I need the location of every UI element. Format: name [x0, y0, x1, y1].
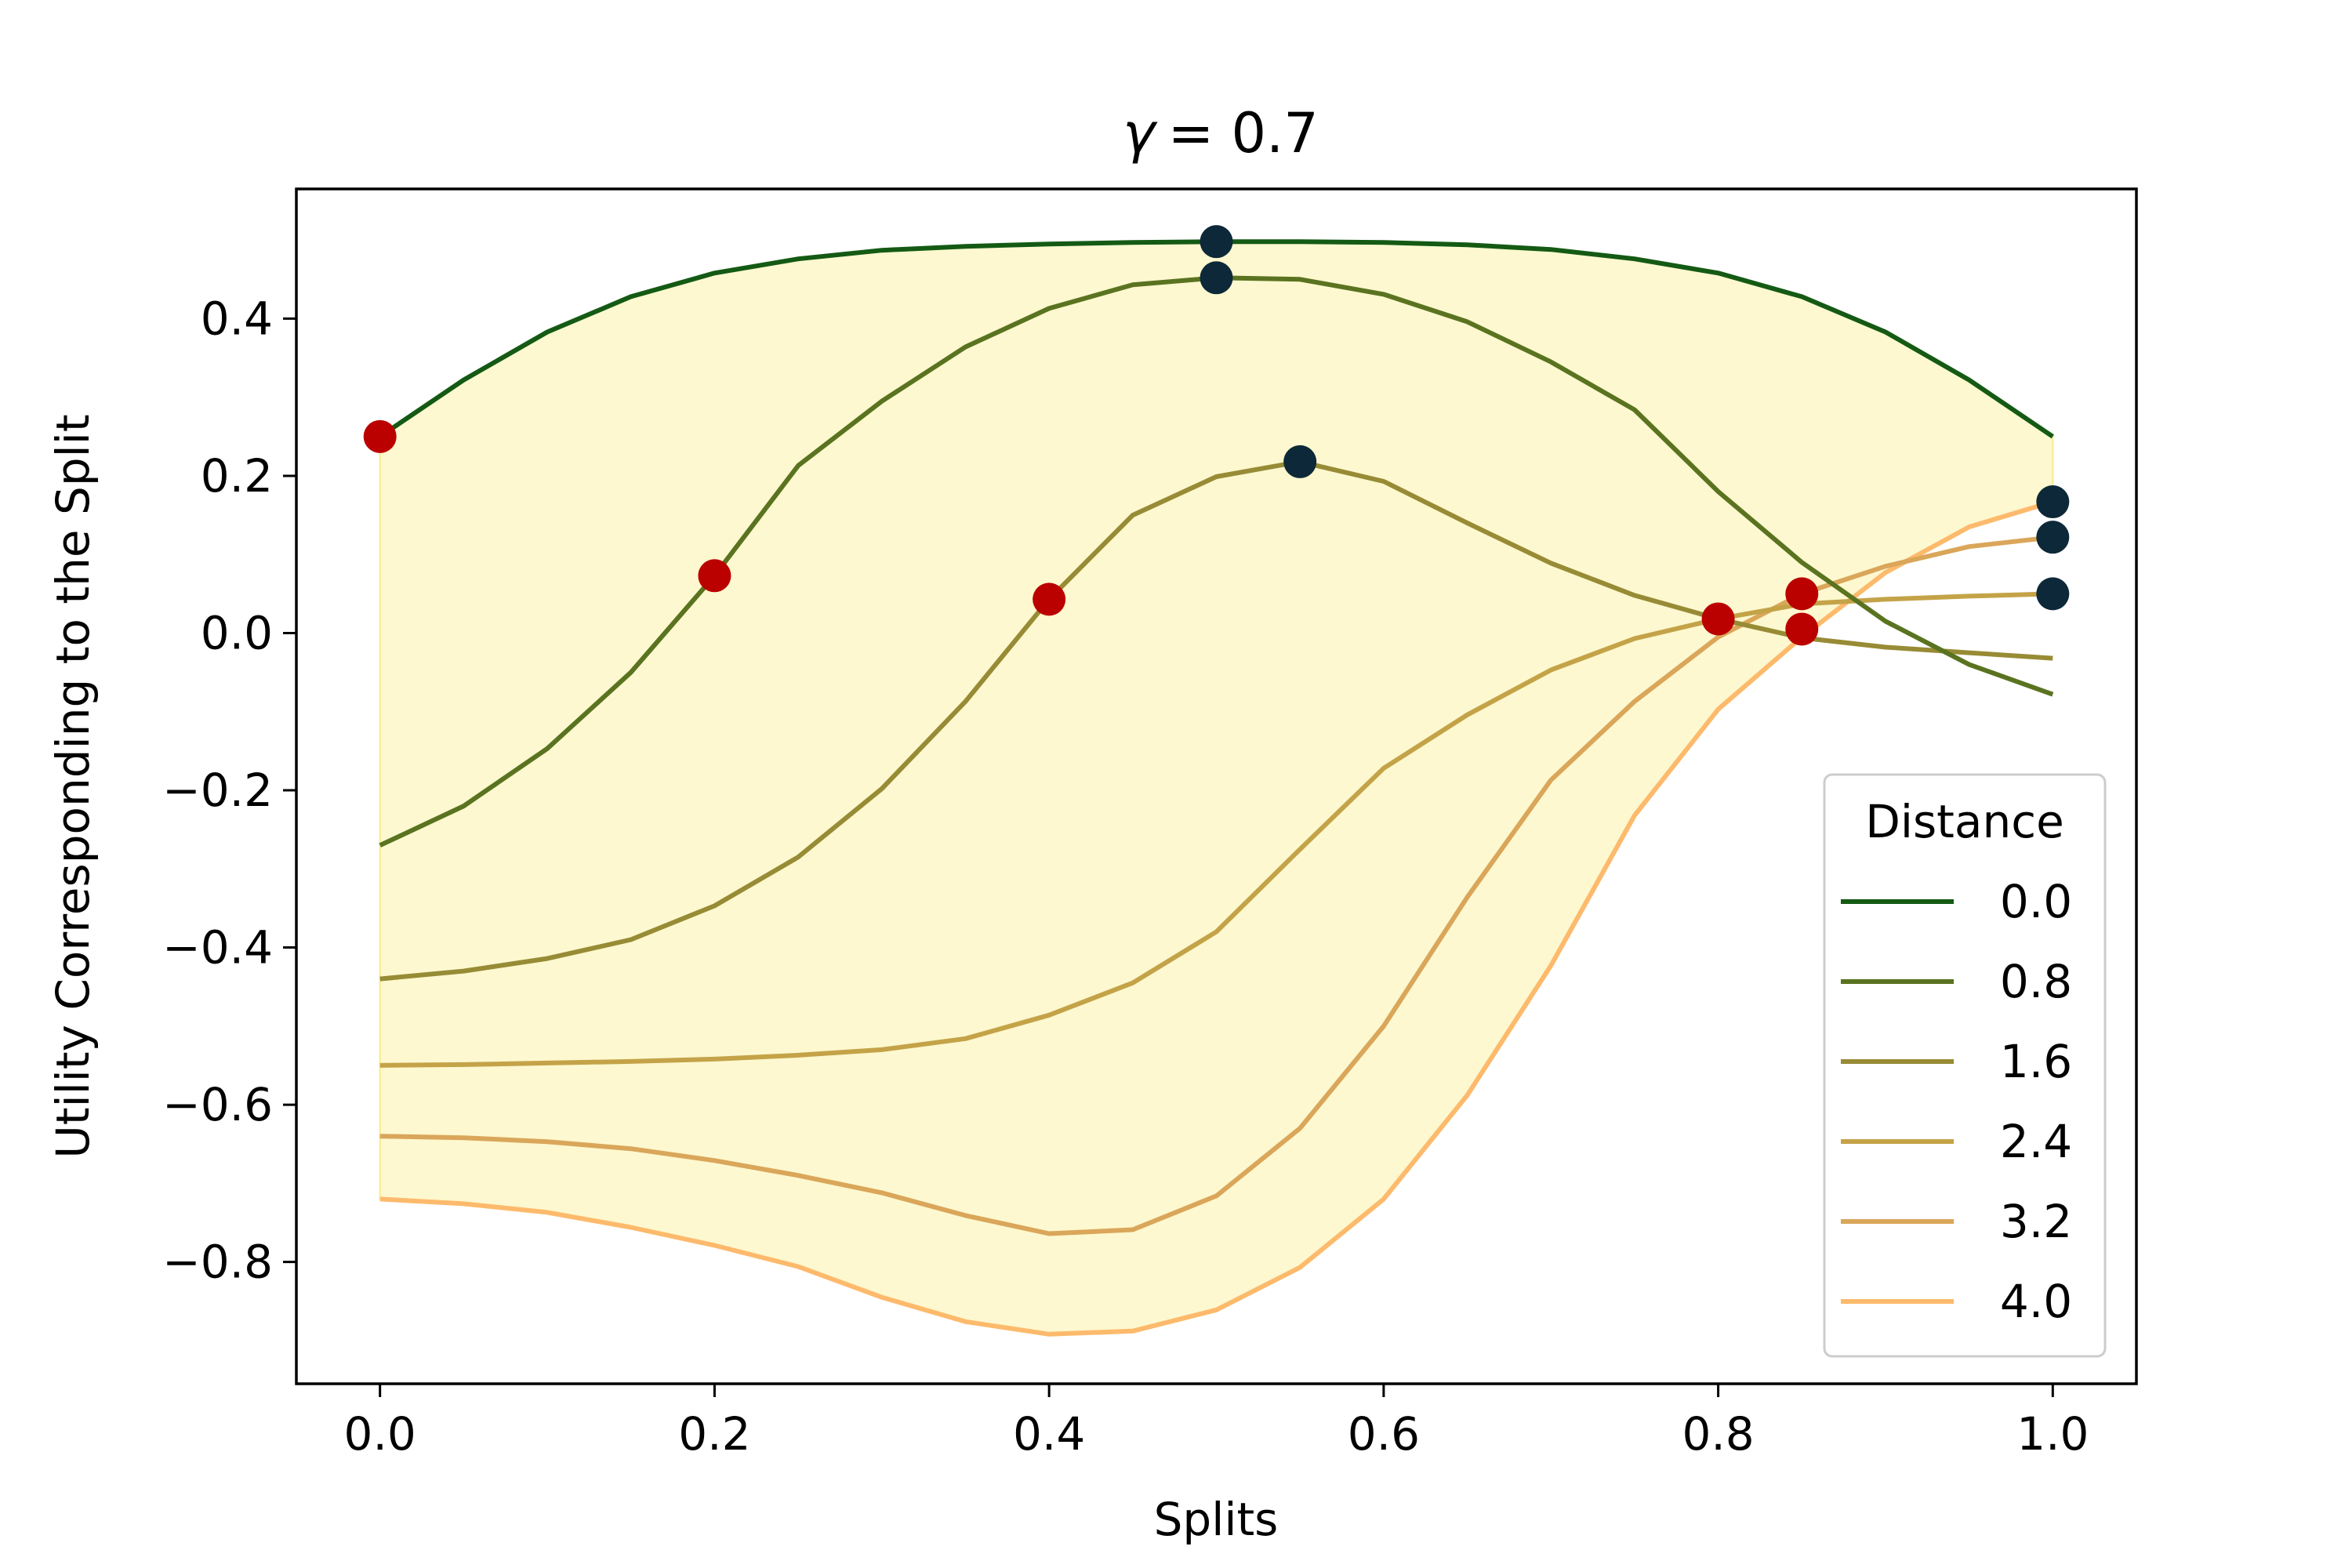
min-marker: [1033, 583, 1066, 616]
legend-label-2-4: 2.4: [2000, 1115, 2072, 1168]
title-value: = 0.7: [1168, 101, 1319, 165]
x-tick-label: 0.2: [678, 1407, 750, 1461]
x-axis-label: Splits: [1154, 1493, 1279, 1546]
series-line-4-0: [379, 499, 2054, 1337]
y-axis-label: Utility Corresponding to the Split: [46, 414, 100, 1158]
y-tick-label: −0.6: [162, 1078, 273, 1131]
max-marker: [1200, 225, 1233, 259]
min-marker: [698, 559, 731, 593]
min-marker: [363, 419, 397, 453]
y-tick-label: −0.2: [162, 764, 273, 817]
y-tick-label: 0.4: [201, 292, 273, 345]
min-marker: [1785, 612, 1819, 646]
legend-label-1-6: 1.6: [2000, 1035, 2072, 1088]
chart-title: γ = 0.7: [1123, 101, 1319, 165]
x-tick-label: 1.0: [2016, 1407, 2089, 1461]
legend-label-0-0: 0.0: [2000, 875, 2072, 928]
max-marker: [2036, 485, 2070, 519]
y-tick-label: 0.0: [201, 606, 273, 659]
y-tick-label: −0.8: [162, 1236, 273, 1289]
series-line-1-6: [379, 459, 2053, 982]
min-marker: [1701, 602, 1735, 636]
y-tick-label: 0.2: [201, 449, 273, 503]
x-tick-label: 0.4: [1013, 1407, 1085, 1461]
title-gamma-symbol: γ: [1123, 101, 1158, 165]
max-marker: [1283, 445, 1317, 478]
max-marker: [1200, 261, 1233, 295]
legend-title: Distance: [1865, 795, 2064, 848]
legend-label-3-2: 3.2: [2000, 1195, 2072, 1248]
legend-label-4-0: 4.0: [2000, 1275, 2072, 1328]
legend-entries: 0.0 0.8 1.6 2.4 3.2 4.0: [1841, 875, 2072, 1328]
legend-box: [1823, 773, 2107, 1358]
plot-frame: [295, 187, 2138, 1385]
y-axis: 0.4 0.2 0.0 −0.2 −0.4 −0.6 −0.8: [162, 292, 296, 1289]
legend: Distance 0.0 0.8 1.6 2.4 3.2 4.0: [1823, 773, 2107, 1358]
series-line-2-4: [379, 591, 2053, 1068]
y-tick-label: −0.4: [162, 921, 273, 975]
x-tick-label: 0.0: [344, 1407, 416, 1461]
max-marker: [2036, 521, 2070, 554]
markers-layer: [363, 225, 2070, 646]
min-marker: [1785, 577, 1819, 611]
x-axis: 0.0 0.2 0.4 0.6 0.8 1.0: [344, 1384, 2089, 1461]
max-marker: [2036, 577, 2070, 611]
x-tick-label: 0.8: [1682, 1407, 1754, 1461]
x-tick-label: 0.6: [1348, 1407, 1420, 1461]
legend-label-0-8: 0.8: [2000, 955, 2072, 1008]
